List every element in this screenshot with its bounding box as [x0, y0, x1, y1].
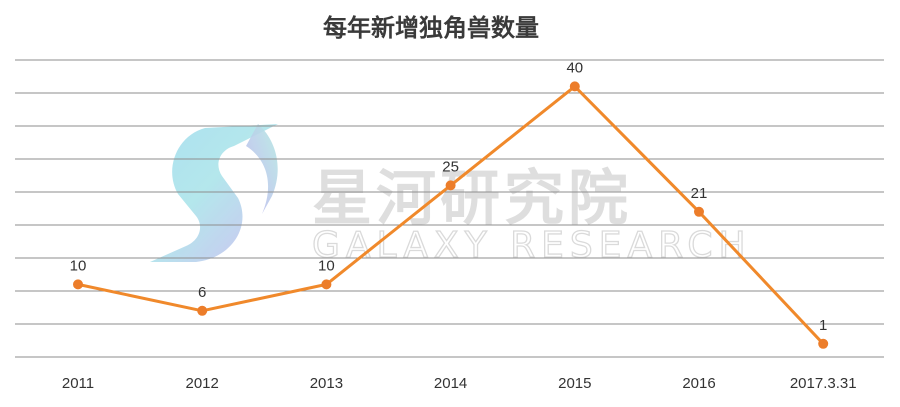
data-label-2011: 10	[70, 257, 87, 274]
x-axis-tick-labels: 2011 2012 2013 2014 2015 2016 2017.3.31	[62, 375, 857, 392]
data-label-2014: 25	[442, 158, 459, 175]
x-tick-label-2016: 2016	[682, 375, 715, 392]
data-labels: 10 6 10 25 40 21 1	[70, 59, 828, 333]
x-tick-label-2014: 2014	[434, 375, 467, 392]
x-tick-label-2012: 2012	[186, 375, 219, 392]
data-point-2011	[73, 279, 83, 290]
data-point-2012	[197, 305, 208, 316]
watermark-name-cn: 星河研究院	[312, 164, 632, 234]
data-point-2015	[569, 81, 580, 92]
data-label-2017-3-31: 1	[819, 317, 827, 334]
data-label-2013: 10	[318, 257, 335, 274]
data-point-2013	[321, 279, 332, 290]
galaxy-logo-icon	[150, 124, 278, 262]
data-point-2017-3-31	[818, 338, 829, 349]
data-point-2014	[445, 180, 456, 191]
x-tick-label-2011: 2011	[62, 375, 94, 392]
watermark: 星河研究院 GALAXY RESEARCH	[150, 124, 752, 267]
data-points	[73, 81, 829, 349]
data-label-2015: 40	[566, 59, 583, 76]
data-label-2012: 6	[198, 284, 206, 301]
x-tick-label-2017-3-31: 2017.3.31	[790, 375, 857, 392]
data-label-2016: 21	[691, 185, 708, 202]
x-tick-label-2015: 2015	[558, 375, 591, 392]
data-point-2016	[694, 206, 704, 217]
gridlines	[15, 59, 884, 358]
chart-title: 每年新增独角兽数量	[323, 14, 539, 42]
x-tick-label-2013: 2013	[310, 375, 343, 392]
watermark-name-en: GALAXY RESEARCH	[312, 225, 752, 266]
